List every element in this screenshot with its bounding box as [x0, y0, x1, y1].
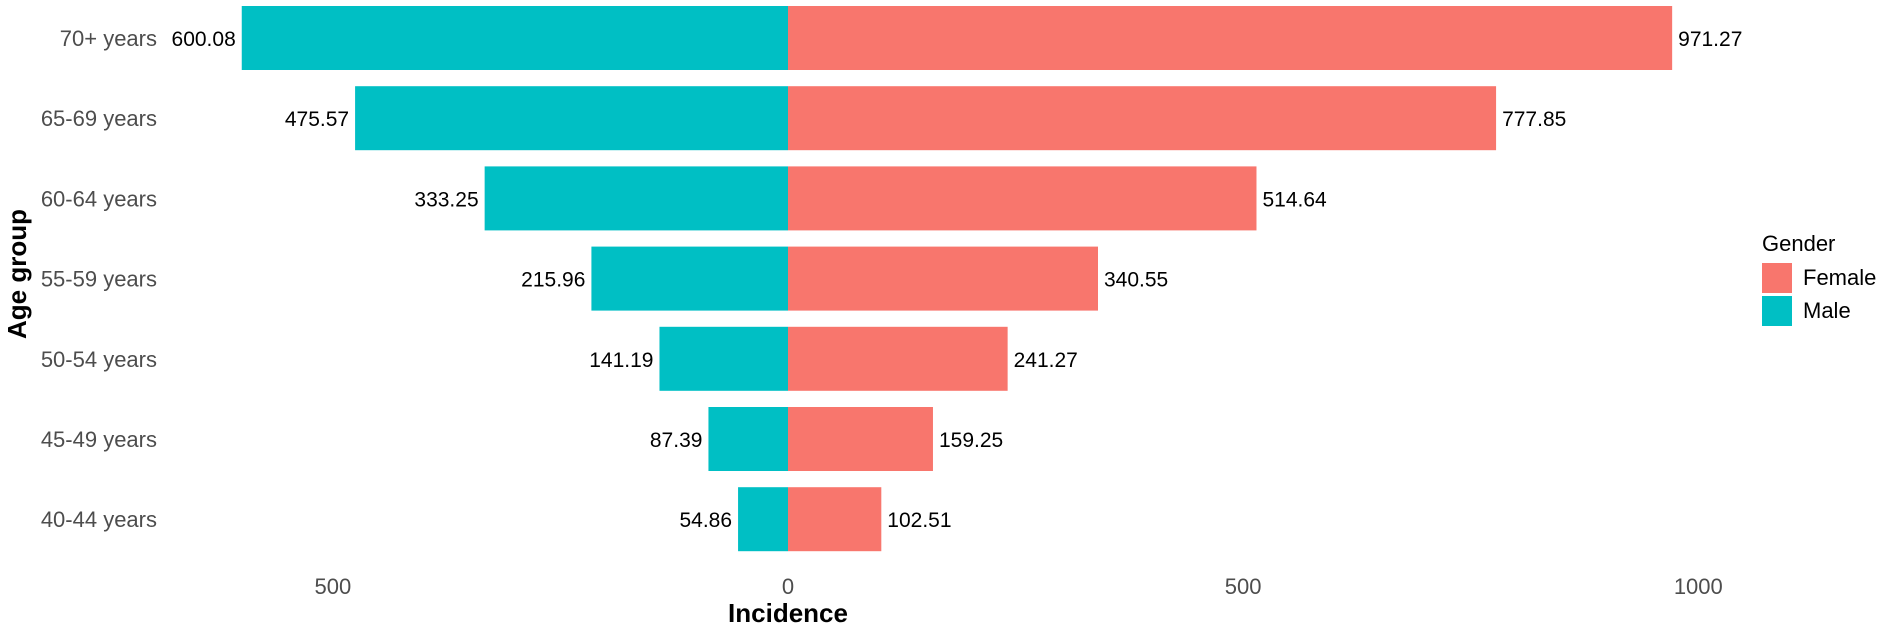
y-tick-label: 55-59 years	[41, 267, 157, 292]
x-tick-labels: 500 0 500 1000	[314, 574, 1722, 599]
bar-female	[788, 86, 1497, 151]
x-tick-label: 1000	[1674, 574, 1723, 599]
data-label-female: 777.85	[1502, 108, 1566, 131]
bar-male	[591, 246, 788, 311]
bar-male	[738, 487, 788, 552]
data-label-female: 159.25	[939, 429, 1003, 452]
y-tick-label: 60-64 years	[41, 186, 157, 211]
category-labels-layer: 70+ years 65-69 years 60-64 years 55-59 yea…	[41, 26, 157, 532]
y-tick-label: 40-44 years	[41, 507, 157, 532]
bar-female	[788, 6, 1673, 70]
bar-female	[788, 487, 882, 552]
legend-key-male	[1762, 296, 1792, 326]
bar-female	[788, 246, 1098, 311]
data-label-female: 514.64	[1262, 188, 1327, 211]
legend: Gender Female Male	[1762, 231, 1876, 326]
data-label-male: 600.08	[172, 28, 236, 51]
y-tick-label: 65-69 years	[41, 106, 157, 131]
data-label-female: 241.27	[1014, 349, 1078, 372]
x-axis-title: Incidence	[728, 598, 848, 628]
legend-label-male: Male	[1803, 298, 1851, 323]
y-tick-label: 70+ years	[60, 26, 157, 51]
data-label-male: 333.25	[414, 188, 478, 211]
x-tick-label: 0	[782, 574, 794, 599]
data-label-female: 102.51	[887, 509, 951, 532]
bar-male	[659, 326, 788, 391]
legend-title: Gender	[1762, 231, 1835, 256]
bar-male	[241, 6, 788, 70]
bar-male	[484, 166, 788, 231]
x-tick-label: 500	[314, 574, 351, 599]
y-tick-label: 50-54 years	[41, 347, 157, 372]
data-label-male: 215.96	[521, 269, 585, 292]
data-label-male: 475.57	[285, 108, 349, 131]
bar-female	[788, 326, 1008, 391]
legend-key-female	[1762, 263, 1792, 293]
y-tick-label: 45-49 years	[41, 427, 157, 452]
bar-male	[708, 407, 788, 471]
bar-male	[355, 86, 788, 151]
legend-label-female: Female	[1803, 265, 1876, 290]
bar-female	[788, 407, 933, 471]
bars-layer	[241, 6, 1673, 552]
y-axis-title: Age group	[2, 209, 32, 339]
data-label-male: 141.19	[589, 349, 653, 372]
data-label-female: 971.27	[1678, 28, 1742, 51]
x-tick-label: 500	[1225, 574, 1262, 599]
data-label-male: 87.39	[650, 429, 703, 452]
data-labels-layer: 971.27 600.08 777.85 475.57 514.64 333.25 340.…	[172, 28, 1743, 532]
data-label-male: 54.86	[679, 509, 732, 532]
bar-female	[788, 166, 1257, 231]
data-label-female: 340.55	[1104, 269, 1168, 292]
